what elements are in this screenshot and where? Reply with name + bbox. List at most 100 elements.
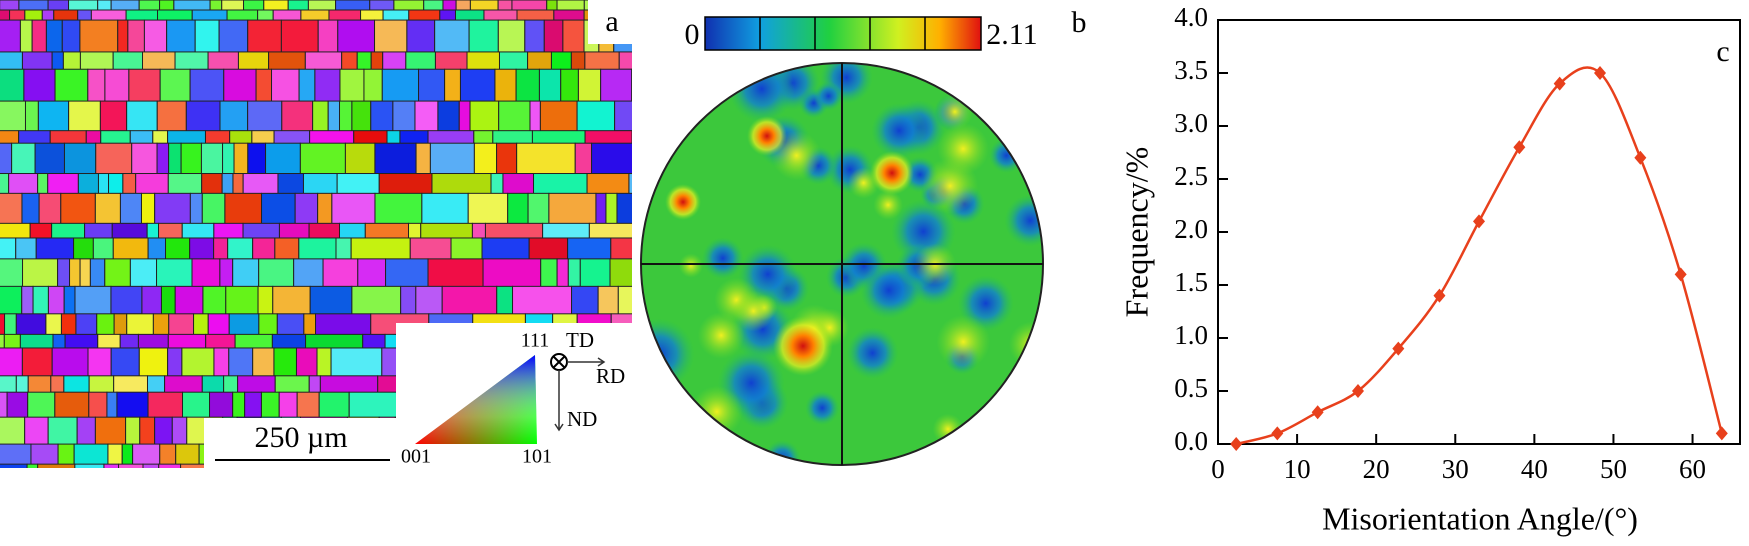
grain <box>73 443 109 466</box>
data-point <box>1311 405 1324 420</box>
grain <box>99 100 128 132</box>
grain <box>312 100 329 135</box>
data-point <box>1553 76 1566 91</box>
grain <box>171 416 188 445</box>
grain <box>628 173 632 195</box>
grain <box>79 19 119 55</box>
grain <box>158 463 182 468</box>
y-tick-label: 4.0 <box>1174 2 1208 32</box>
grain <box>364 222 410 240</box>
grain <box>47 285 65 318</box>
grain <box>201 173 223 195</box>
x-tick-label: 0 <box>1211 454 1225 484</box>
grain <box>370 100 394 136</box>
x-tick-label: 40 <box>1521 454 1548 484</box>
label-box <box>588 0 636 44</box>
data-point <box>1634 150 1647 165</box>
grain <box>303 313 317 337</box>
grain <box>484 222 544 240</box>
grain <box>539 100 578 132</box>
grain <box>207 51 239 72</box>
data-point <box>1230 437 1243 451</box>
ipf-corner: 101 <box>522 446 552 468</box>
grain <box>31 19 47 54</box>
grain <box>336 173 380 197</box>
grain <box>206 463 235 468</box>
grain <box>18 130 51 145</box>
grain <box>496 142 518 179</box>
grain <box>306 463 323 468</box>
grain <box>52 333 66 349</box>
grain <box>128 68 161 104</box>
grain <box>95 142 133 180</box>
grain <box>292 463 308 468</box>
grain <box>30 443 59 466</box>
grain <box>294 192 319 226</box>
grain <box>21 192 40 228</box>
texture-blob <box>936 314 991 369</box>
grain <box>617 285 632 318</box>
grain <box>159 68 191 103</box>
grain <box>219 258 234 289</box>
grain <box>251 130 275 144</box>
grain <box>540 463 563 468</box>
grain <box>458 100 471 134</box>
grain <box>221 0 245 11</box>
grain <box>168 142 182 177</box>
grain <box>271 333 307 351</box>
grain <box>181 347 215 379</box>
grain <box>51 347 89 379</box>
grain <box>29 222 53 239</box>
grain <box>15 375 29 395</box>
grain <box>26 463 39 468</box>
grain <box>0 313 6 335</box>
grain <box>437 100 460 134</box>
grain <box>54 68 89 104</box>
y-tick-label: 3.5 <box>1174 55 1208 85</box>
grain <box>351 100 372 135</box>
grain <box>79 258 91 292</box>
grain <box>147 391 184 418</box>
texture-blob <box>641 318 695 390</box>
texture-blob <box>937 122 989 175</box>
grain <box>347 463 407 468</box>
texture-blob <box>932 413 964 445</box>
grain <box>0 68 25 103</box>
grain <box>543 19 564 54</box>
grain <box>280 19 319 54</box>
grain <box>620 463 632 468</box>
y-tick-label: 2.5 <box>1174 161 1208 191</box>
texture-blob <box>651 428 710 465</box>
grain <box>496 285 514 315</box>
grain <box>160 285 176 316</box>
pole-figure-axes <box>641 63 1043 465</box>
grain <box>104 258 131 290</box>
grain <box>431 173 492 196</box>
grain <box>47 0 70 11</box>
grain <box>0 347 23 378</box>
grain <box>180 463 208 468</box>
grain <box>88 391 108 420</box>
grain <box>268 51 306 72</box>
axis-label: TD <box>566 328 594 352</box>
grain <box>494 68 517 103</box>
x-tick-label: 10 <box>1284 454 1311 484</box>
grain <box>189 68 225 106</box>
colorbar-max: 2.11 <box>986 18 1037 51</box>
grain <box>107 443 123 466</box>
grain <box>94 192 121 226</box>
grain <box>473 142 498 177</box>
x-tick-label: 20 <box>1363 454 1390 484</box>
data-point <box>1473 214 1485 229</box>
grain <box>261 192 296 228</box>
y-tick-label: 1.0 <box>1174 320 1208 350</box>
grain <box>406 19 436 56</box>
texture-blob <box>691 385 743 438</box>
texture-peak <box>665 184 701 220</box>
grain <box>0 285 23 318</box>
grain <box>223 68 257 104</box>
grain <box>182 391 211 422</box>
grain <box>595 192 607 226</box>
grain <box>362 333 386 349</box>
grain <box>489 463 542 468</box>
